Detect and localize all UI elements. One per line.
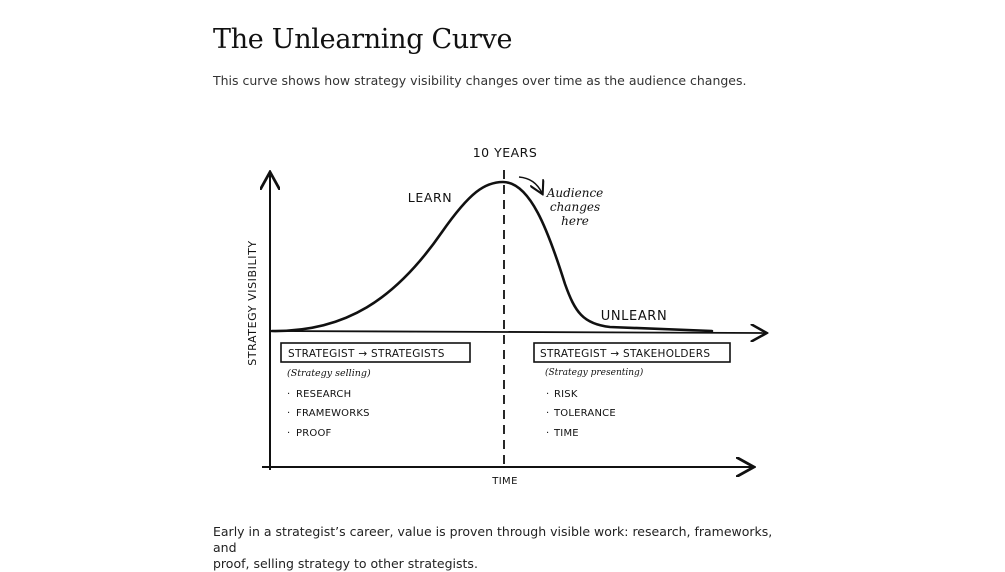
left-audience-group: STRATEGIST → STRATEGISTS (Strategy selli… [280,342,471,439]
right-bullet-3: · [546,428,549,439]
annotation-line-1: Audience [546,186,604,200]
right-item-tolerance: TOLERANCE [553,408,616,419]
left-audience-subtitle: (Strategy selling) [287,368,371,379]
annotation-line-2: changes [550,200,600,214]
left-audience-box [280,342,471,363]
left-bullet-1: · [287,389,290,400]
unlearn-label: UNLEARN [601,309,668,324]
annotation-arrow [518,176,542,193]
left-audience-title: STRATEGIST → STRATEGISTS [288,348,445,360]
right-audience-title: STRATEGIST → STAKEHOLDERS [540,348,710,360]
baseline-axis [269,331,765,333]
left-item-proof: PROOF [296,428,332,439]
x-axis-label: TIME [491,476,518,487]
caption-line-1: Early in a strategist’s career, value is… [213,524,773,555]
y-axis-label: STRATEGY VISIBILITY [246,240,259,365]
right-audience-subtitle: (Strategy presenting) [545,367,644,378]
right-bullet-1: · [546,389,549,400]
left-bullet-3: · [287,428,290,439]
page-title: The Unlearning Curve [213,24,513,55]
learning-curve [270,180,714,333]
page-subtitle: This curve shows how strategy visibility… [213,73,747,88]
left-bullet-2: · [287,408,290,419]
right-bullet-2: · [546,408,549,419]
ten-years-label: 10 YEARS [473,145,538,160]
caption-line-2: proof, selling strategy to other strateg… [213,556,478,571]
left-item-frameworks: FRAMEWORKS [296,408,370,419]
right-audience-box [533,342,731,363]
right-item-time: TIME [553,428,579,439]
left-item-research: RESEARCH [296,389,351,400]
annotation-line-3: here [561,214,589,228]
learn-label: LEARN [408,190,452,205]
right-item-risk: RISK [554,389,578,400]
right-audience-group: STRATEGIST → STAKEHOLDERS (Strategy pres… [533,342,731,439]
